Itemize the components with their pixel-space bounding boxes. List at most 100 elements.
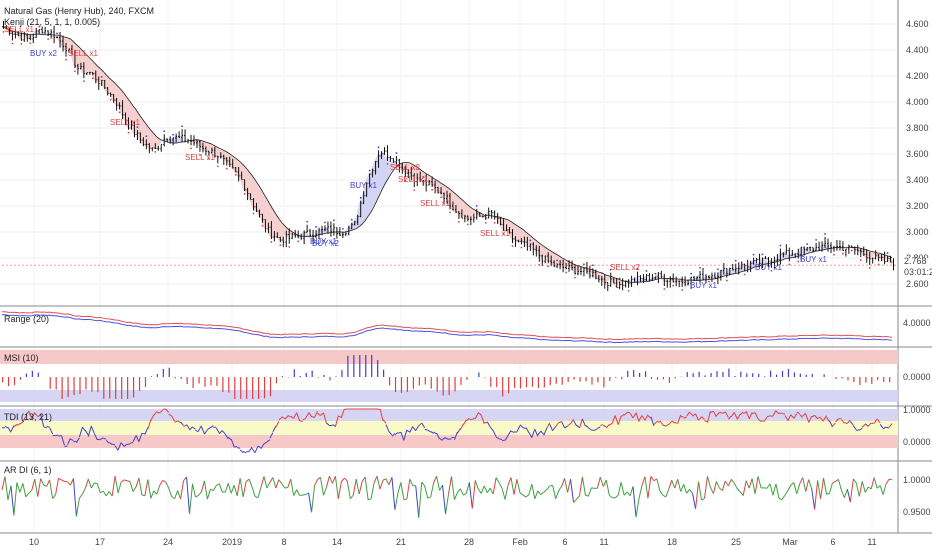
price-axis[interactable]: 4.600 4.400 4.200 4.000 3.800 3.600 3.400 3.200…	[906, 19, 929, 289]
tdi-segment	[823, 415, 827, 421]
band-segment	[246, 167, 250, 200]
msi-bar	[85, 377, 87, 390]
tdi-segment	[585, 424, 589, 428]
ardi-segment	[418, 482, 423, 518]
tdi-pane[interactable]: TDI (13, 21) 1.0000 0.0000	[0, 405, 931, 454]
msi-bar	[722, 372, 724, 377]
band-segment	[374, 155, 378, 207]
tdi-segment	[650, 416, 655, 426]
ardi-segment	[852, 478, 857, 484]
ardi-segment	[465, 482, 470, 494]
ardi-segment	[248, 478, 253, 488]
ardi-segment	[498, 482, 503, 489]
ardi-segment	[272, 477, 277, 489]
tdi-segment	[263, 441, 268, 445]
msi-bar	[728, 368, 730, 377]
time-axis[interactable]: 10 17 24 2019 8 14 21 28 Feb 6 11 18 25 Mar 6 11	[29, 537, 877, 547]
msi-bar	[263, 377, 266, 399]
tdi-segment	[573, 420, 577, 427]
ardi-segment	[668, 480, 673, 490]
ardi-segment	[719, 487, 723, 491]
tdi-segment	[808, 415, 813, 423]
tdi-segment	[588, 427, 592, 431]
ardi-segment	[105, 491, 110, 497]
msi-bar	[436, 377, 438, 392]
msi-bar	[192, 377, 194, 389]
ardi-segment	[427, 496, 431, 499]
buy-signal-label: BUY x1	[800, 255, 828, 264]
ardi-segment	[111, 475, 116, 497]
sell-signal-label: SELL x2	[610, 263, 640, 272]
tdi-segment	[453, 431, 458, 440]
ardi-segment	[129, 481, 134, 492]
tdi-segment	[67, 437, 71, 445]
ardi-segment	[117, 482, 122, 494]
ardi-segment	[367, 498, 372, 501]
tdi-segment	[531, 428, 536, 438]
msi-pane[interactable]: MSI (10) 0.0000	[0, 350, 931, 402]
ardi-pane[interactable]: AR DI (6, 1) 1.0000 0.9500	[1, 465, 931, 518]
ardi-segment	[849, 478, 854, 503]
band-segment	[147, 126, 151, 149]
ardi-segment	[766, 483, 771, 489]
msi-bar	[597, 377, 599, 383]
msi-bar	[752, 373, 754, 377]
signal-dot	[11, 42, 14, 45]
msi-bar	[275, 377, 278, 384]
band-segment	[436, 180, 440, 194]
buy-signal-label: BUY x1	[690, 281, 718, 290]
signal-dot	[458, 220, 460, 223]
msi-bar	[144, 377, 147, 387]
tdi-segment	[603, 424, 607, 428]
msi-bar	[293, 369, 295, 377]
msi-upper-band	[0, 350, 898, 364]
msi-bar	[394, 377, 397, 392]
tdi-segment	[469, 418, 473, 421]
ardi-segment	[153, 490, 158, 495]
ardi-segment	[70, 478, 74, 486]
sell-signal-label: SELL x1	[480, 229, 510, 238]
ardi-segment	[144, 479, 149, 496]
ardi-segment	[358, 481, 363, 495]
ardi-segment	[138, 477, 143, 496]
msi-bar	[73, 377, 75, 395]
ardi-segment	[855, 482, 860, 497]
ardi-segment	[543, 489, 548, 493]
tdi-segment	[385, 424, 390, 432]
tdi-segment	[147, 419, 152, 430]
range-pane[interactable]: Range (20) 4.0000	[1, 311, 931, 344]
tdi-segment	[177, 420, 181, 424]
msi-bar	[746, 373, 748, 377]
tdi-segment	[695, 413, 699, 421]
tdi-segment	[111, 443, 116, 446]
msi-bar	[627, 370, 629, 377]
signal-dot	[520, 246, 523, 249]
signal-dot	[868, 267, 871, 269]
tdi-segment	[835, 418, 839, 423]
time-tick: 6	[562, 537, 567, 547]
ardi-segment	[16, 482, 21, 493]
signal-dot	[199, 153, 201, 156]
tdi-segment	[861, 423, 866, 428]
price-tick: 4.000	[906, 97, 929, 107]
msi-bar	[37, 372, 39, 377]
ardi-segment	[346, 480, 351, 499]
tdi-segment	[736, 413, 741, 420]
tdi-segment	[210, 425, 214, 429]
msi-bar	[841, 377, 843, 379]
msi-bar	[781, 370, 784, 377]
msi-bar	[650, 377, 653, 379]
signal-dot	[422, 176, 425, 178]
tdi-segment	[215, 427, 220, 434]
band-segment	[686, 277, 690, 284]
tdi-segment	[171, 415, 176, 422]
ardi-segment	[162, 480, 166, 483]
ardi-segment	[578, 476, 583, 496]
msi-bar	[388, 377, 391, 386]
band-segment	[463, 200, 467, 220]
ardi-segment	[13, 482, 18, 516]
tdi-segment	[114, 445, 119, 451]
ardi-segment	[296, 489, 301, 496]
band-segment	[871, 251, 875, 259]
